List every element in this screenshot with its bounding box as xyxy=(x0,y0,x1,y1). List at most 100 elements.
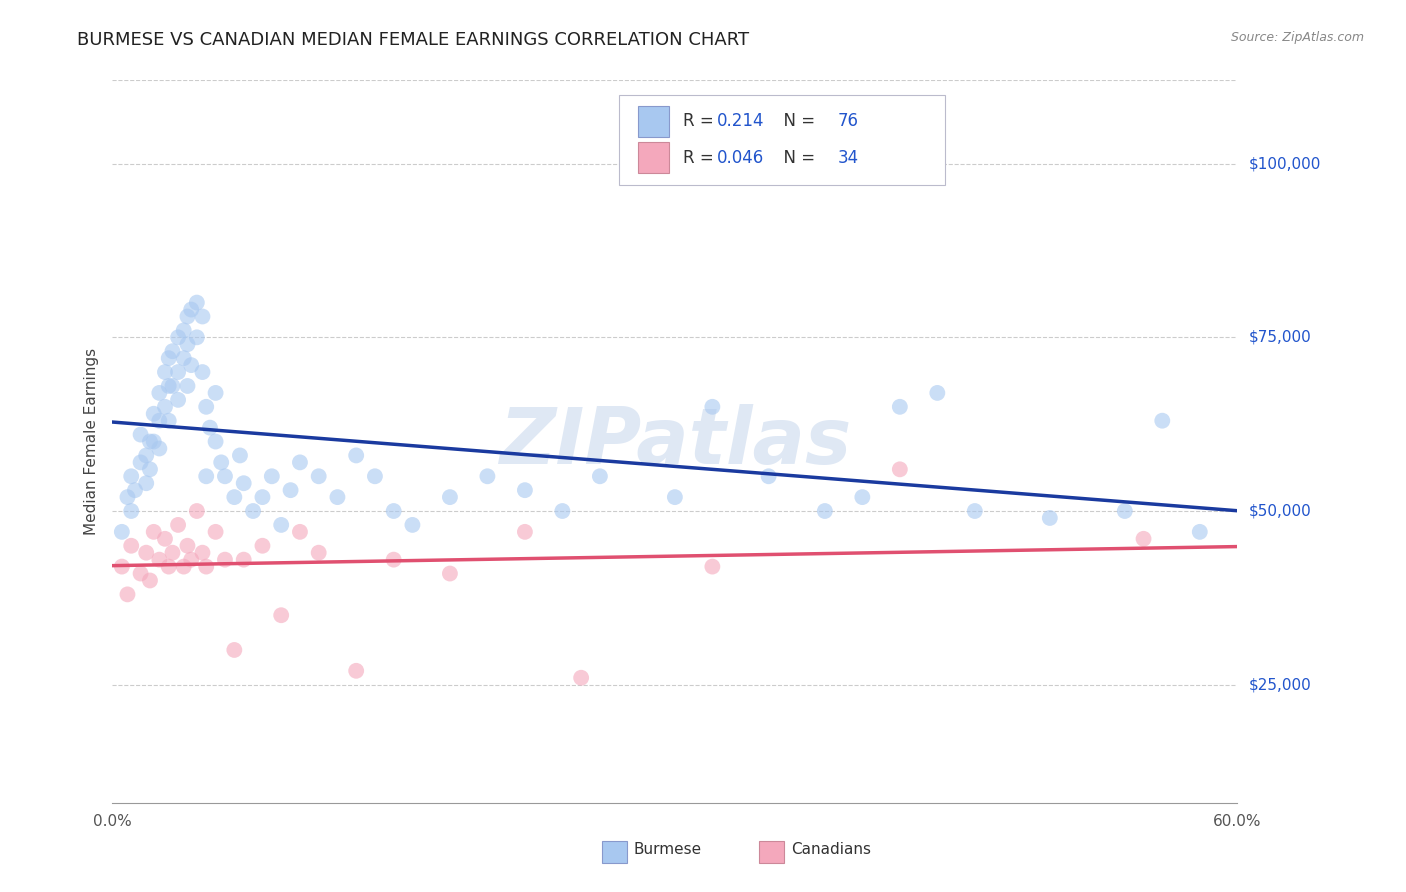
Point xyxy=(157,379,180,393)
Point xyxy=(814,504,837,518)
Point xyxy=(180,552,202,566)
Point xyxy=(139,574,162,588)
FancyBboxPatch shape xyxy=(638,143,669,173)
Point xyxy=(1152,414,1174,428)
Point xyxy=(117,587,139,601)
Point xyxy=(702,400,724,414)
Point xyxy=(148,442,170,456)
Point xyxy=(204,434,226,449)
Text: $50,000: $50,000 xyxy=(1249,503,1312,518)
FancyBboxPatch shape xyxy=(619,95,945,185)
Text: N =: N = xyxy=(773,149,820,167)
Point xyxy=(198,420,221,434)
Point xyxy=(270,608,292,623)
Text: ZIPatlas: ZIPatlas xyxy=(499,403,851,480)
Point xyxy=(252,490,274,504)
Point xyxy=(135,546,157,560)
Text: 76: 76 xyxy=(838,112,859,130)
Point xyxy=(551,504,574,518)
Point xyxy=(209,455,232,469)
Text: BURMESE VS CANADIAN MEDIAN FEMALE EARNINGS CORRELATION CHART: BURMESE VS CANADIAN MEDIAN FEMALE EARNIN… xyxy=(77,31,749,49)
Point xyxy=(191,365,214,379)
Point xyxy=(124,483,146,498)
Point xyxy=(344,449,367,463)
Point xyxy=(148,552,170,566)
Point xyxy=(214,552,236,566)
Point xyxy=(148,385,170,400)
Point xyxy=(260,469,283,483)
Point xyxy=(167,330,190,344)
Point xyxy=(344,664,367,678)
Point xyxy=(186,504,208,518)
Point xyxy=(176,337,198,351)
Text: 0.046: 0.046 xyxy=(717,149,763,167)
Point xyxy=(176,310,198,324)
Text: 0.214: 0.214 xyxy=(717,112,763,130)
Point xyxy=(162,546,184,560)
Point xyxy=(153,365,176,379)
Point xyxy=(889,462,911,476)
Text: Burmese: Burmese xyxy=(633,842,702,857)
Point xyxy=(157,414,180,428)
Point xyxy=(153,532,176,546)
Y-axis label: Median Female Earnings: Median Female Earnings xyxy=(83,348,98,535)
Point xyxy=(308,546,330,560)
Text: Canadians: Canadians xyxy=(790,842,870,857)
Point xyxy=(180,302,202,317)
Point xyxy=(1132,532,1154,546)
Point xyxy=(214,469,236,483)
Point xyxy=(364,469,387,483)
Point xyxy=(288,455,311,469)
Text: R =: R = xyxy=(683,149,718,167)
Point xyxy=(1188,524,1211,539)
Point xyxy=(142,434,165,449)
Point xyxy=(162,344,184,359)
Point xyxy=(851,490,873,504)
Point xyxy=(162,379,184,393)
Point xyxy=(252,539,274,553)
Point xyxy=(167,392,190,407)
Point xyxy=(326,490,349,504)
Point xyxy=(111,524,134,539)
Point xyxy=(439,490,461,504)
Point xyxy=(139,462,162,476)
Point xyxy=(927,385,949,400)
Point xyxy=(401,517,423,532)
Point xyxy=(589,469,612,483)
FancyBboxPatch shape xyxy=(602,841,627,863)
Point xyxy=(180,358,202,372)
Text: 34: 34 xyxy=(838,149,859,167)
Point xyxy=(167,517,190,532)
Point xyxy=(224,490,246,504)
Point xyxy=(195,400,218,414)
Point xyxy=(176,379,198,393)
Point xyxy=(664,490,686,504)
Text: N =: N = xyxy=(773,112,820,130)
Text: $100,000: $100,000 xyxy=(1249,156,1320,171)
Point xyxy=(157,351,180,366)
Point xyxy=(204,524,226,539)
Point xyxy=(191,546,214,560)
FancyBboxPatch shape xyxy=(638,106,669,136)
Point xyxy=(191,310,214,324)
Point xyxy=(135,449,157,463)
Point xyxy=(129,455,152,469)
Point xyxy=(120,504,142,518)
Point xyxy=(129,427,152,442)
Point xyxy=(513,483,536,498)
Point xyxy=(195,559,218,574)
Point xyxy=(129,566,152,581)
Point xyxy=(232,476,254,491)
Point xyxy=(758,469,780,483)
Point xyxy=(139,434,162,449)
Point xyxy=(382,504,405,518)
Point xyxy=(242,504,264,518)
Point xyxy=(702,559,724,574)
Point xyxy=(167,365,190,379)
Point xyxy=(288,524,311,539)
Point xyxy=(963,504,986,518)
Point xyxy=(308,469,330,483)
Point xyxy=(142,407,165,421)
Point xyxy=(120,539,142,553)
Point xyxy=(1039,511,1062,525)
